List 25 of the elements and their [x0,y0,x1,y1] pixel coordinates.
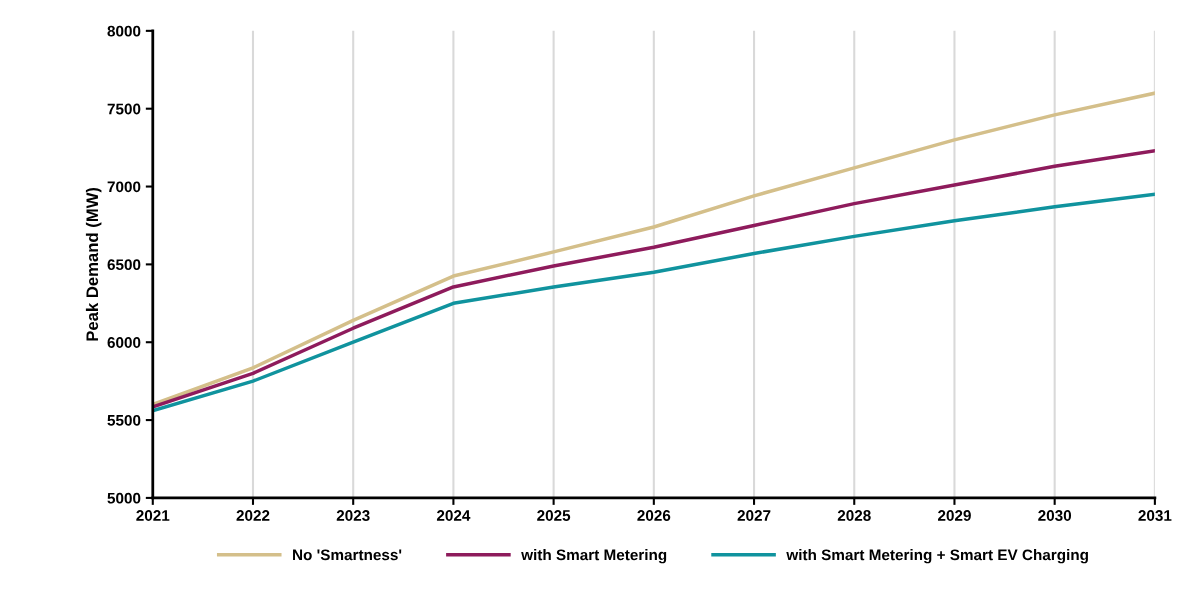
legend-label: No 'Smartness' [293,549,402,561]
y-tick-label: 5000 [107,492,141,504]
x-tick-label: 2030 [1038,510,1072,521]
x-tick-label: 2027 [737,510,771,521]
y-tick-label: 7000 [107,181,141,193]
x-tick-label: 2031 [1138,510,1172,521]
x-tick-label: 2026 [637,510,671,521]
x-tick-label: 2023 [336,510,370,521]
y-tick-label: 6500 [107,259,141,271]
legend-label: with Smart Metering + Smart EV Charging [786,549,1088,564]
line-series [152,192,1155,413]
x-tick-label: 2024 [436,510,471,521]
x-tick-label: 2022 [236,510,270,521]
line-series [152,148,1155,409]
y-tick-label: 7500 [107,103,141,115]
y-axis-title: Peak Demand (MW) [85,187,102,341]
x-tick-label: 2025 [537,510,571,521]
x-tick-label: 2029 [938,510,971,521]
x-tick-label: 2028 [837,510,871,521]
y-tick-label: 8000 [107,25,141,37]
y-tick-label: 5500 [107,414,141,426]
legend-label: with Smart Metering [521,549,667,564]
y-tick-label: 6000 [107,337,141,348]
x-tick-label: 2021 [136,510,170,521]
line-series [152,91,1155,407]
